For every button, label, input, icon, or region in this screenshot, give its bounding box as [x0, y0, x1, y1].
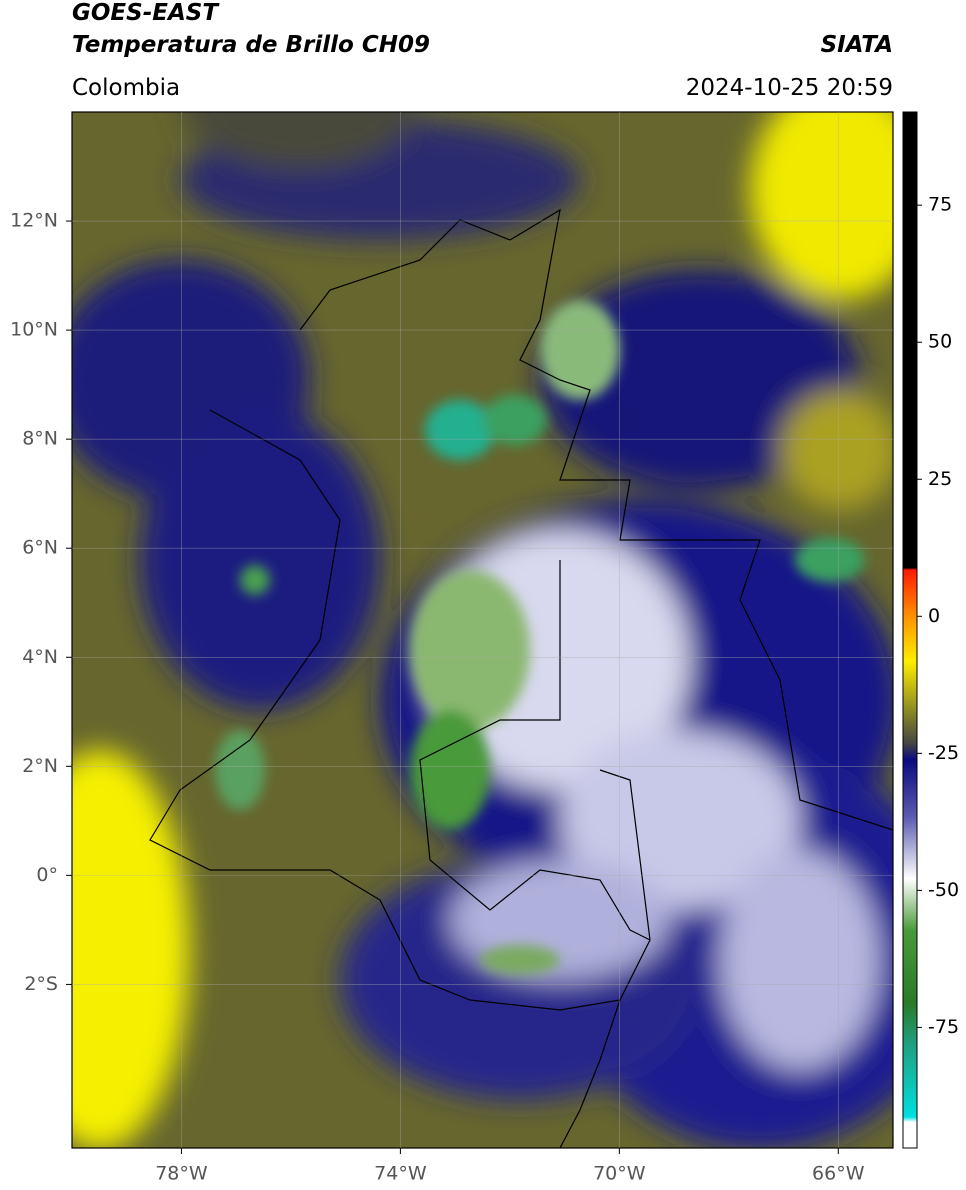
colorbar-tick-label: -25: [928, 742, 959, 764]
colorbar: [902, 111, 918, 1149]
x-tick-label: 66°W: [812, 1163, 865, 1185]
y-tick-label: 0°: [36, 864, 58, 886]
colorbar-tick-label: 25: [928, 468, 952, 490]
x-tick-label: 70°W: [593, 1163, 646, 1185]
y-tick-label: 6°N: [22, 537, 58, 559]
x-tick-label: 78°W: [155, 1163, 208, 1185]
source: SIATA: [821, 32, 893, 58]
colorbar-tick-label: 75: [928, 194, 952, 216]
region: Colombia: [72, 75, 180, 101]
product: Temperatura de Brillo CH09: [72, 32, 430, 58]
ticks: 78°W 74°W 70°W 66°W 12°N 10°N 8°N 6°N 4°N 2°N 0° 2°…: [10, 112, 959, 1185]
colorbar-tick-label: -75: [928, 1016, 959, 1038]
y-tick-label: 4°N: [22, 646, 58, 668]
colorbar-tick-label: 0: [928, 605, 940, 627]
colorbar-tick-label: 50: [928, 331, 952, 353]
y-tick-label: 10°N: [10, 319, 58, 341]
y-tick-label: 8°N: [22, 428, 58, 450]
borders: [149, 208, 893, 1148]
y-tick-label: 12°N: [10, 210, 58, 232]
satellite: GOES-EAST: [72, 0, 220, 26]
y-tick-label: 2°S: [24, 973, 58, 995]
y-tick-label: 2°N: [22, 755, 58, 777]
satellite-image: [72, 112, 893, 1148]
datetime: 2024-10-25 20:59: [686, 75, 893, 101]
x-tick-label: 74°W: [374, 1163, 427, 1185]
map-frame: [71, 111, 894, 1149]
colorbar-tick-label: -50: [928, 879, 959, 901]
